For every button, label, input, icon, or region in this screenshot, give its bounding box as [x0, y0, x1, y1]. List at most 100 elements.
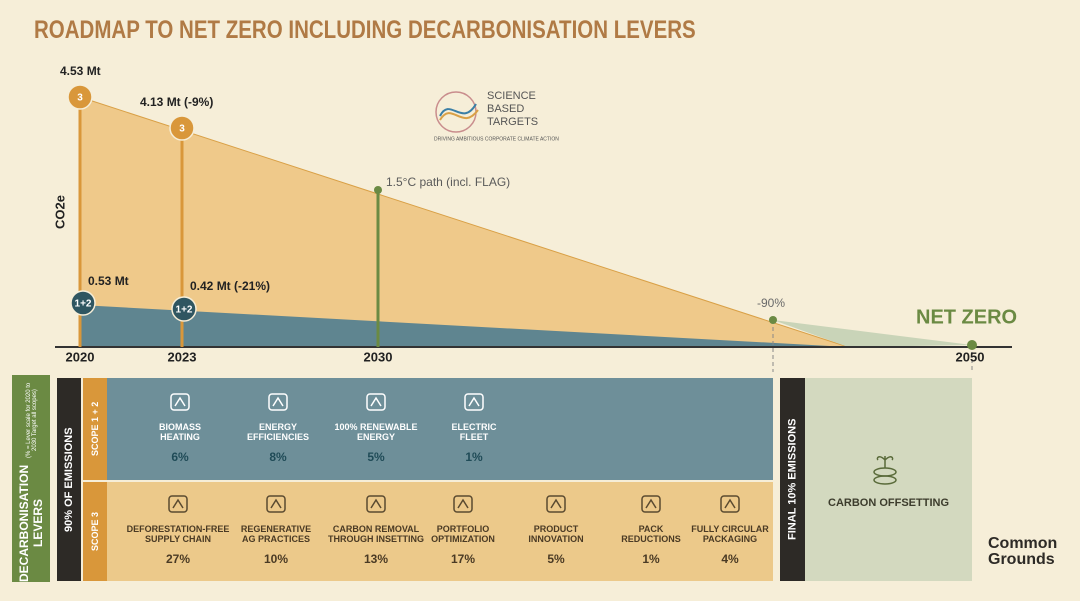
- year-label: 2023: [168, 349, 197, 364]
- year-label: 2020: [66, 349, 95, 364]
- dot: [374, 186, 382, 194]
- net-zero: NET ZERO: [916, 306, 1017, 328]
- brand-line: Grounds: [988, 551, 1055, 568]
- lever-pct: 13%: [363, 552, 389, 566]
- lever-pct: 4%: [721, 552, 739, 566]
- offset-label: CARBON OFFSETTING: [828, 497, 949, 509]
- roadmap-chart: 1.5°C path (incl. FLAG) -90% NET ZERO CO…: [52, 64, 1017, 372]
- reduction-label: -90%: [757, 296, 785, 310]
- logo-curve: [439, 109, 479, 121]
- badge-text: 3: [179, 124, 185, 135]
- levers-note: (% = Lever scale for 2020 to 2030 Target…: [26, 382, 38, 458]
- lever: 100% RENEWABLE ENERGY 5%: [321, 422, 431, 464]
- milestone-label: 0.42 Mt (-21%): [190, 279, 270, 293]
- lever: FULLY CIRCULAR PACKAGING 4%: [675, 524, 785, 566]
- milestone-badge: [169, 115, 195, 141]
- lever-icon: [266, 495, 286, 513]
- milestone-label: 4.53 Mt: [60, 64, 101, 78]
- milestone-label: 4.13 Mt (-9%): [140, 95, 213, 109]
- brand-line: Common: [988, 535, 1058, 552]
- lever-icon: [546, 495, 566, 513]
- lever-name: INNOVATION: [528, 534, 584, 544]
- lever-icon: [366, 393, 386, 411]
- lever-icon: [641, 495, 661, 513]
- lever-pct: 10%: [263, 552, 289, 566]
- lever-name: PACK: [638, 524, 664, 534]
- badge-text: 1+2: [176, 305, 193, 316]
- residual-area: [773, 320, 972, 347]
- emissions-bar: 90% OF EMISSIONS: [57, 378, 81, 581]
- scope3-label: SCOPE 3: [83, 482, 107, 581]
- lever-icon: [464, 393, 484, 411]
- lever: PRODUCT INNOVATION 5%: [501, 524, 611, 566]
- logo-curve: [439, 103, 477, 117]
- lever-name: PORTFOLIO: [436, 524, 490, 534]
- logo-text: TARGETS: [487, 116, 538, 128]
- path-label: 1.5°C path (incl. FLAG): [386, 175, 510, 189]
- milestone-badge: [171, 296, 197, 322]
- y-axis-label: CO2e: [52, 195, 67, 229]
- levers-bar: DECARBONISATION LEVERS (% = Lever scale …: [12, 375, 50, 582]
- lever-name: ENERGY: [258, 422, 297, 432]
- logo-text: SCIENCE: [487, 90, 536, 102]
- milestone-label: 0.53 Mt: [88, 274, 129, 288]
- lever-pct: 5%: [367, 450, 385, 464]
- lever-name: FLEET: [459, 432, 489, 442]
- brand: Common Grounds: [988, 536, 1057, 568]
- logo-tagline: DRIVING AMBITIOUS CORPORATE CLIMATE ACTI…: [434, 136, 559, 142]
- lever-name: CARBON REMOVAL: [332, 524, 420, 534]
- logo-text: BASED: [487, 103, 524, 115]
- lever: PACK REDUCTIONS 1%: [596, 524, 706, 566]
- scope12-label: SCOPE 1 + 2: [83, 378, 107, 480]
- lever-icon: [170, 393, 190, 411]
- lever-name: 100% RENEWABLE: [334, 422, 418, 432]
- lever: ENERGY EFFICIENCIES 8%: [223, 422, 333, 464]
- lever-name: ELECTRIC: [451, 422, 497, 432]
- lever-name: BIOMASS: [158, 422, 201, 432]
- scope3-panel: [107, 482, 773, 581]
- lever: DEFORESTATION-FREE SUPPLY CHAIN 27%: [123, 524, 233, 566]
- lever: REGENERATIVE AG PRACTICES 10%: [221, 524, 331, 566]
- lever-pct: 1%: [642, 552, 660, 566]
- levers-title: DECARBONISATION LEVERS: [17, 464, 45, 582]
- lever-name: THROUGH INSETTING: [328, 534, 424, 544]
- badge-text: 3: [77, 93, 83, 104]
- lever-name: ENERGY: [356, 432, 395, 442]
- lever-name: PRODUCT: [533, 524, 579, 534]
- lever-name: OPTIMIZATION: [431, 534, 495, 544]
- scope12-panel: [107, 378, 773, 480]
- milestone-badge: [70, 290, 96, 316]
- lever: BIOMASS HEATING 6%: [125, 422, 235, 464]
- scope12-area: [80, 305, 848, 347]
- lever-icon: [720, 495, 740, 513]
- lever-name: REDUCTIONS: [621, 534, 681, 544]
- lever: ELECTRIC FLEET 1%: [419, 422, 529, 464]
- lever-name: REGENERATIVE: [240, 524, 312, 534]
- dot: [967, 340, 977, 350]
- badge-text: 1+2: [75, 299, 92, 310]
- lever-pct: 5%: [547, 552, 565, 566]
- lever-pct: 17%: [450, 552, 476, 566]
- lever: CARBON REMOVAL THROUGH INSETTING 13%: [321, 524, 431, 566]
- milestone-badge: [67, 84, 93, 110]
- sbt-logo: SCIENCE BASED TARGETS DRIVING AMBITIOUS …: [434, 90, 559, 142]
- year-label: 2050: [956, 349, 985, 364]
- lever-icon: [453, 495, 473, 513]
- lever-icon: [168, 495, 188, 513]
- lever-name: DEFORESTATION-FREE: [126, 524, 230, 534]
- lever-name: FULLY CIRCULAR: [691, 524, 769, 534]
- lever-name: PACKAGING: [702, 534, 758, 544]
- year-label: 2030: [364, 349, 393, 364]
- lever-pct: 27%: [165, 552, 191, 566]
- dot: [769, 316, 777, 324]
- lever-icon: [268, 393, 288, 411]
- lever-name: EFFICIENCIES: [246, 432, 309, 442]
- title: ROADMAP TO NET ZERO INCLUDING DECARBONIS…: [34, 16, 696, 44]
- lever-pct: 1%: [465, 450, 483, 464]
- lever-icon: [366, 495, 386, 513]
- lever-pct: 8%: [269, 450, 287, 464]
- lever: PORTFOLIO OPTIMIZATION 17%: [408, 524, 518, 566]
- offset-icon: [873, 456, 897, 485]
- lever-name: SUPPLY CHAIN: [144, 534, 212, 544]
